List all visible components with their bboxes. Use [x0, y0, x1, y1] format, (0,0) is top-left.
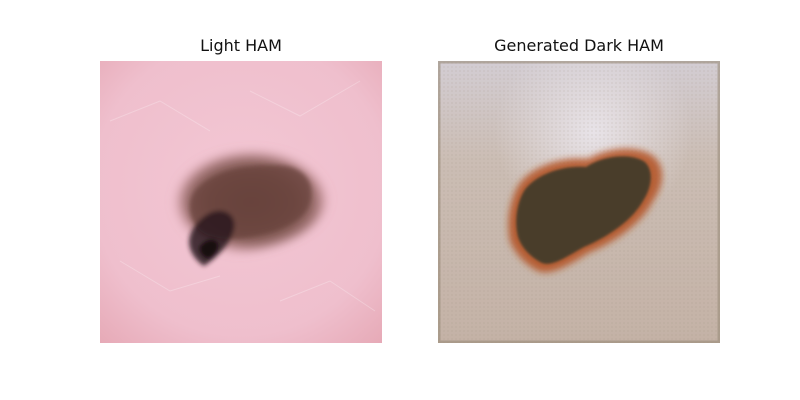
light-skin-lesion-image — [100, 61, 382, 343]
panel-title-light-ham: Light HAM — [200, 36, 282, 55]
generated-dark-skin-lesion-image — [438, 61, 720, 343]
panel-light-ham: Light HAM — [100, 36, 382, 343]
panel-generated-dark-ham: Generated Dark HAM — [438, 36, 720, 343]
lesion-core — [516, 156, 651, 264]
panel-title-generated-dark-ham: Generated Dark HAM — [494, 36, 664, 55]
